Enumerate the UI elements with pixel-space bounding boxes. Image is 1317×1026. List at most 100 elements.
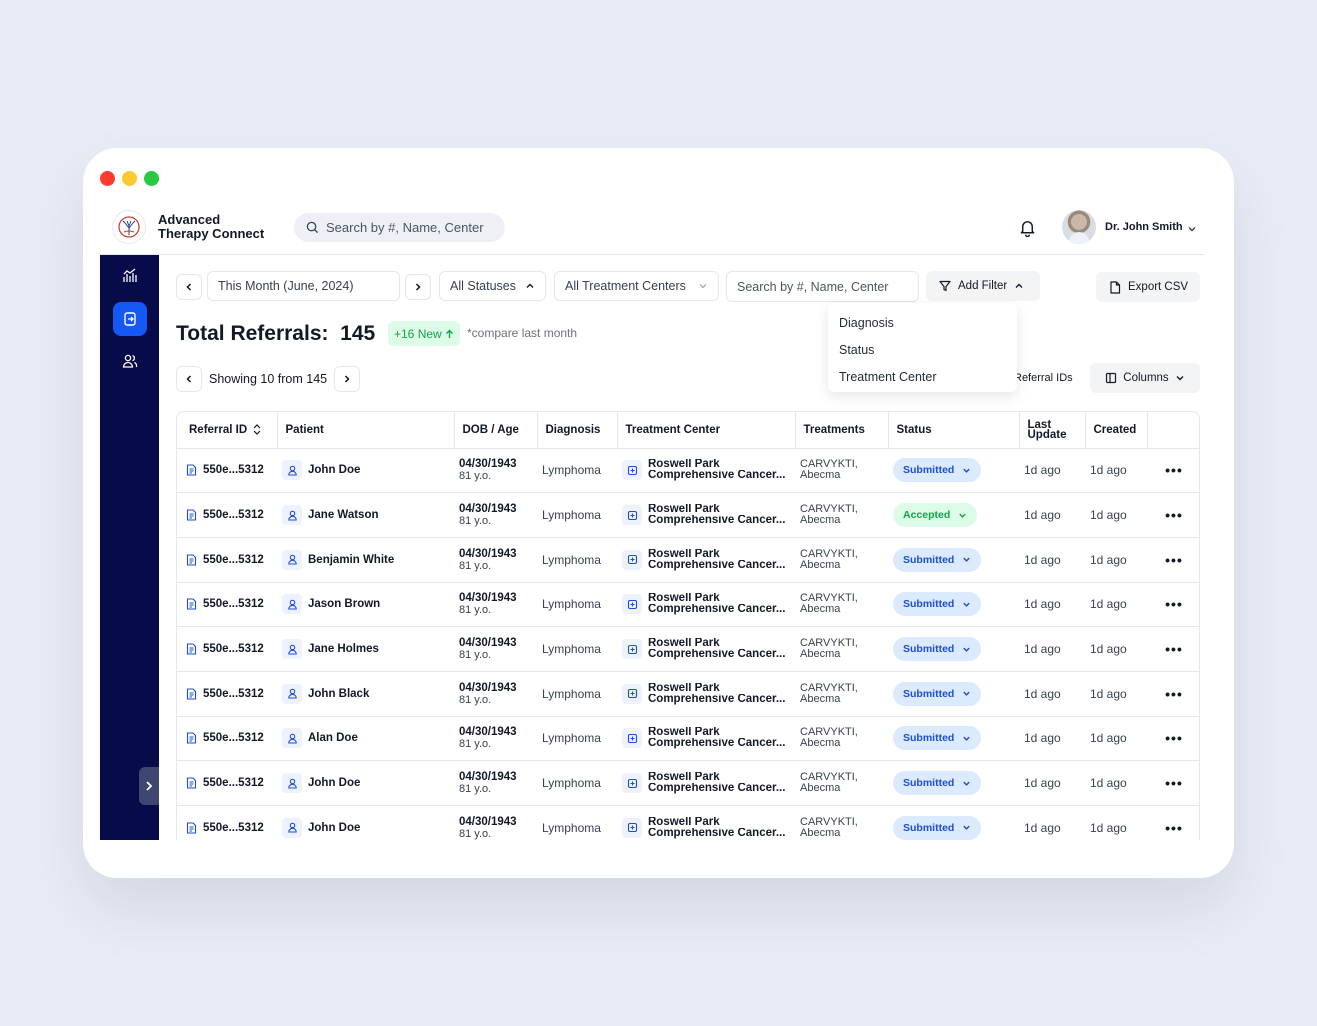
table-row[interactable]: 550e...5312 Jason Brown 04/30/1943 81 y.o… — [177, 582, 1199, 628]
avatar[interactable] — [1062, 210, 1096, 244]
more-actions-icon[interactable]: ••• — [1147, 671, 1199, 717]
notifications-button[interactable] — [1018, 218, 1037, 242]
status-badge[interactable]: Submitted — [893, 681, 982, 706]
col-referral-id[interactable]: Referral ID — [177, 412, 278, 449]
col-treatments[interactable]: Treatments — [795, 412, 889, 449]
app-window: Advanced Therapy Connect Dr. John Smith — [83, 148, 1234, 878]
status-label: Submitted — [903, 732, 955, 745]
more-actions-icon[interactable]: ••• — [1147, 582, 1199, 628]
users-icon — [122, 354, 138, 368]
referral-id[interactable]: 550e...5312 — [203, 464, 264, 477]
status-badge[interactable]: Submitted — [893, 458, 982, 483]
treatment-line-2: Abecma — [800, 648, 841, 661]
referral-id[interactable]: 550e...5312 — [203, 598, 264, 611]
chevron-down-icon[interactable] — [1187, 221, 1197, 239]
referral-id[interactable]: 550e...5312 — [203, 643, 264, 656]
more-actions-icon[interactable]: ••• — [1147, 716, 1199, 762]
patient-name[interactable]: John Black — [308, 687, 370, 700]
patient-name[interactable]: Jane Holmes — [308, 643, 379, 656]
minimize-window-button[interactable] — [122, 171, 137, 186]
sidebar-item-referrals[interactable] — [113, 302, 147, 336]
more-actions-icon[interactable]: ••• — [1147, 626, 1199, 672]
status-label: Submitted — [903, 598, 955, 611]
referral-id[interactable]: 550e...5312 — [203, 553, 264, 566]
referral-search-input[interactable] — [737, 279, 907, 294]
add-filter-button[interactable]: Add Filter — [926, 271, 1040, 301]
referral-id[interactable]: 550e...5312 — [203, 821, 264, 834]
status-badge[interactable]: Submitted — [893, 637, 982, 662]
export-csv-button[interactable]: Export CSV — [1096, 272, 1200, 302]
table-row[interactable]: 550e...5312 Jane Watson 04/30/1943 81 y.o… — [177, 492, 1199, 538]
table-row[interactable]: 550e...5312 John Doe 04/30/1943 81 y.o. L… — [177, 760, 1199, 806]
more-actions-icon[interactable]: ••• — [1147, 448, 1199, 494]
patient-name[interactable]: John Doe — [308, 777, 361, 790]
patient-name[interactable]: John Doe — [308, 464, 361, 477]
table-row[interactable]: 550e...5312 Benjamin White 04/30/1943 81 … — [177, 537, 1199, 583]
referral-id[interactable]: 550e...5312 — [203, 777, 264, 790]
prev-month-button[interactable] — [176, 274, 202, 300]
col-treatment-center[interactable]: Treatment Center — [617, 412, 796, 449]
chevron-down-icon — [963, 468, 971, 473]
referral-id[interactable]: 550e...5312 — [203, 687, 264, 700]
status-badge[interactable]: Submitted — [893, 815, 982, 840]
col-diagnosis[interactable]: Diagnosis — [537, 412, 618, 449]
table-row[interactable]: 550e...5312 Alan Doe 04/30/1943 81 y.o. L… — [177, 716, 1199, 762]
prev-page-button[interactable] — [176, 366, 202, 392]
col-last-update[interactable]: Last Update — [1019, 412, 1086, 449]
status-label: Accepted — [903, 509, 951, 522]
col-status[interactable]: Status — [888, 412, 1020, 449]
referral-search[interactable] — [726, 271, 919, 302]
last-update: 1d ago — [1019, 626, 1085, 672]
user-name[interactable]: Dr. John Smith — [1105, 221, 1183, 233]
table-row[interactable]: 550e...5312 Jane Holmes 04/30/1943 81 y.o… — [177, 626, 1199, 672]
sidebar-expand-button[interactable] — [139, 767, 159, 805]
patient-name[interactable]: John Doe — [308, 821, 361, 834]
menu-item-treatment-center[interactable]: Treatment Center — [839, 370, 937, 384]
treatment-center-filter-select[interactable]: All Treatment Centers — [554, 271, 719, 301]
status-badge[interactable]: Submitted — [893, 726, 982, 751]
referral-id[interactable]: 550e...5312 — [203, 732, 264, 745]
col-patient[interactable]: Patient — [277, 412, 455, 449]
status-badge[interactable]: Submitted — [893, 547, 982, 572]
date-range-field[interactable]: This Month (June, 2024) — [207, 271, 400, 301]
more-actions-icon[interactable]: ••• — [1147, 805, 1199, 840]
status-filter-select[interactable]: All Statuses — [439, 271, 546, 301]
treatment-center-line-2: Comprehensive Cancer... — [648, 738, 786, 750]
menu-item-diagnosis[interactable]: Diagnosis — [839, 316, 894, 330]
app-logo[interactable] — [112, 210, 146, 244]
status-badge[interactable]: Submitted — [893, 592, 982, 617]
sidebar-item-analytics[interactable] — [113, 259, 147, 293]
status-badge[interactable]: Submitted — [893, 771, 982, 796]
hospital-icon — [622, 639, 642, 660]
table-row[interactable]: 550e...5312 John Black 04/30/1943 81 y.o.… — [177, 671, 1199, 717]
global-search[interactable] — [294, 213, 505, 242]
maximize-window-button[interactable] — [144, 171, 159, 186]
last-update: 1d ago — [1019, 582, 1085, 628]
more-actions-icon[interactable]: ••• — [1147, 492, 1199, 538]
last-update: 1d ago — [1019, 716, 1085, 762]
referral-ids-toggle[interactable]: Referral IDs — [1014, 372, 1073, 384]
next-page-button[interactable] — [334, 366, 360, 392]
patient-name[interactable]: Benjamin White — [308, 553, 395, 566]
age: 81 y.o. — [459, 738, 492, 751]
status-badge[interactable]: Accepted — [893, 503, 978, 528]
age: 81 y.o. — [459, 470, 492, 483]
more-actions-icon[interactable]: ••• — [1147, 760, 1199, 806]
global-search-input[interactable] — [326, 220, 496, 235]
more-actions-icon[interactable]: ••• — [1147, 537, 1199, 583]
patient-name[interactable]: Jason Brown — [308, 598, 381, 611]
columns-button[interactable]: Columns — [1090, 363, 1200, 393]
referral-id[interactable]: 550e...5312 — [203, 509, 264, 522]
patient-name[interactable]: Alan Doe — [308, 732, 358, 745]
table-row[interactable]: 550e...5312 John Doe 04/30/1943 81 y.o. L… — [177, 448, 1199, 494]
col-dob-age[interactable]: DOB / Age — [454, 412, 538, 449]
patient-name[interactable]: Jane Watson — [308, 509, 379, 522]
add-filter-menu: Diagnosis Status Treatment Center — [828, 303, 1017, 392]
close-window-button[interactable] — [100, 171, 115, 186]
sidebar-item-patients[interactable] — [113, 344, 147, 378]
next-month-button[interactable] — [405, 274, 431, 300]
treatment-center-line-1: Roswell Park — [648, 548, 720, 560]
col-created[interactable]: Created — [1085, 412, 1148, 449]
table-row[interactable]: 550e...5312 John Doe 04/30/1943 81 y.o. L… — [177, 805, 1199, 840]
menu-item-status[interactable]: Status — [839, 343, 875, 357]
